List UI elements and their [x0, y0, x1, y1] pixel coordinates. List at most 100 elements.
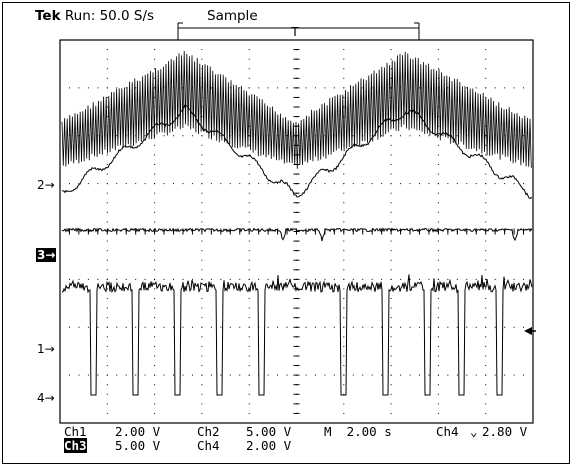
grid-dot [201, 202, 203, 204]
grid-dot [456, 135, 458, 137]
grid-dot [154, 250, 156, 252]
grid-dot [116, 374, 118, 376]
grid-dot [371, 183, 373, 185]
grid-dot [106, 298, 108, 300]
trigger-source: Ch4 [436, 424, 459, 439]
grid-dot [343, 384, 345, 386]
grid-dot [504, 374, 506, 376]
grid-dot [494, 183, 496, 185]
grid-dot [229, 326, 231, 328]
grid-dot [182, 374, 184, 376]
grid-dot [201, 393, 203, 395]
grid-dot [201, 192, 203, 194]
grid-dot [390, 365, 392, 367]
grid-dot [381, 183, 383, 185]
grid-dot [437, 412, 439, 414]
brand-label: Tek [35, 8, 61, 24]
grid-dot [106, 154, 108, 156]
grid-dot [437, 355, 439, 357]
grid-dot [154, 144, 156, 146]
grid-dot [201, 384, 203, 386]
grid-dot [352, 326, 354, 328]
grid-dot [437, 135, 439, 137]
grid-dot [286, 374, 288, 376]
ch1-scale: 2.00 V [115, 424, 161, 439]
grid-dot [106, 307, 108, 309]
grid-dot [371, 87, 373, 89]
grid-dot [106, 163, 108, 165]
grid-dot [106, 192, 108, 194]
grid-dot [437, 125, 439, 127]
grid-dot [362, 87, 364, 89]
grid-dot [106, 345, 108, 347]
grid-dot [201, 163, 203, 165]
grid-dot [437, 183, 439, 185]
grid-dot [437, 365, 439, 367]
grid-dot [409, 374, 411, 376]
grid-dot [418, 278, 420, 280]
grid-dot [504, 183, 506, 185]
grid-dot [437, 211, 439, 213]
grid-dot [437, 192, 439, 194]
grid-dot [154, 278, 156, 280]
grid-dot [229, 278, 231, 280]
grid-dot [466, 87, 468, 89]
grid-dot [97, 326, 99, 328]
grid-dot [513, 326, 515, 328]
ch4-marker[interactable]: 4→ [37, 391, 55, 405]
grid-dot [106, 336, 108, 338]
grid-dot [201, 269, 203, 271]
grid-dot [343, 345, 345, 347]
grid-dot [390, 87, 392, 89]
grid-dot [485, 393, 487, 395]
grid-dot [239, 87, 241, 89]
grid-dot [485, 307, 487, 309]
grid-dot [154, 183, 156, 185]
grid-dot [513, 87, 515, 89]
grid-dot [324, 135, 326, 137]
grid-dot [154, 211, 156, 213]
grid-dot [485, 154, 487, 156]
grid-dot [343, 68, 345, 70]
grid-dot [154, 288, 156, 290]
ch1-marker[interactable]: 1→ [37, 342, 55, 356]
grid-dot [390, 135, 392, 137]
grid-dot [343, 211, 345, 213]
grid-dot [125, 374, 127, 376]
grid-dot [333, 326, 335, 328]
grid-dot [324, 87, 326, 89]
grid-dot [523, 374, 525, 376]
grid-dot [258, 278, 260, 280]
ch2-marker[interactable]: 2→ [37, 178, 55, 192]
grid-dot [201, 365, 203, 367]
grid-dot [248, 221, 250, 223]
grid-dot [381, 374, 383, 376]
grid-dot [390, 403, 392, 405]
grid-dot [485, 412, 487, 414]
grid-dot [106, 326, 108, 328]
grid-dot [437, 259, 439, 261]
grid-dot [456, 326, 458, 328]
grid-dot [390, 393, 392, 395]
right-arrow-icon: → [44, 178, 55, 192]
grid-dot [248, 259, 250, 261]
grid-dot [154, 96, 156, 98]
grid-dot [390, 58, 392, 60]
grid-dot [485, 163, 487, 165]
grid-dot [428, 374, 430, 376]
grid-dot [229, 87, 231, 89]
grid-dot [333, 183, 335, 185]
grid-dot [248, 250, 250, 252]
grid-dot [390, 336, 392, 338]
grid-dot [390, 144, 392, 146]
grid-dot [390, 77, 392, 79]
grid-dot [106, 269, 108, 271]
grid-dot [324, 278, 326, 280]
grid-dot [116, 326, 118, 328]
grid-dot [390, 192, 392, 194]
ch3-marker[interactable]: 3→ [36, 248, 57, 262]
grid-dot [277, 183, 279, 185]
grid-dot [210, 183, 212, 185]
grid-dot [437, 278, 439, 280]
